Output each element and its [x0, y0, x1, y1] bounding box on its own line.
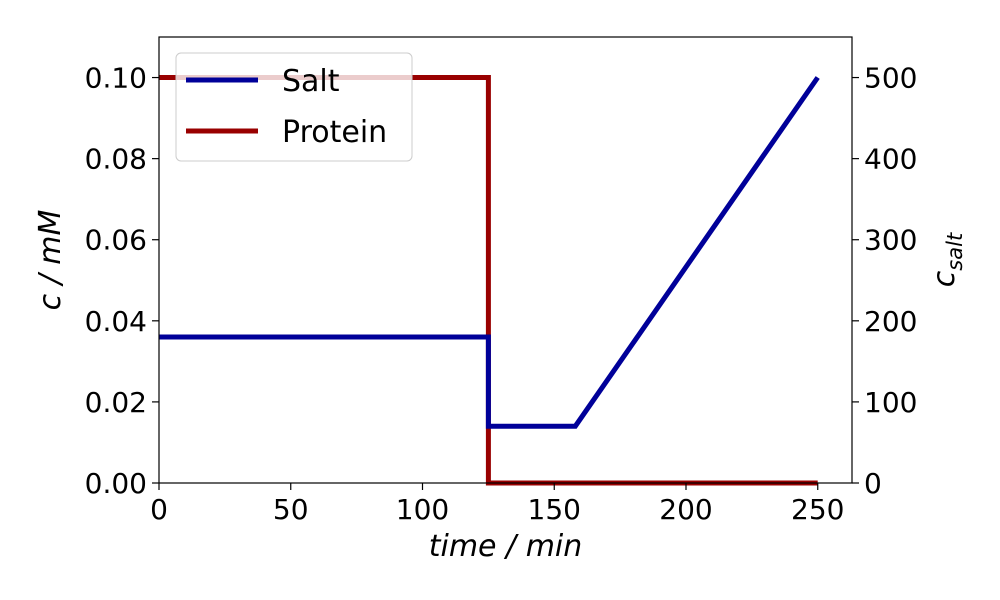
- legend-label-salt: Salt: [282, 64, 340, 99]
- y-right-tick-label: 500: [864, 62, 917, 95]
- y-right-tick-label: 300: [864, 224, 917, 257]
- y-right-axis-title: csalt: [927, 232, 967, 287]
- y-right-axis-title-subscript: salt: [943, 232, 967, 271]
- y-left-axis-title: c / mM: [33, 209, 68, 310]
- legend-label-protein: Protein: [282, 115, 387, 150]
- legend: Salt Protein: [175, 52, 413, 162]
- x-tick-label: 50: [273, 493, 309, 526]
- y-right-tick-label: 0: [864, 467, 882, 500]
- y-left-tick-label: 0.00: [85, 467, 147, 500]
- y-left-tick-label: 0.06: [85, 224, 147, 257]
- y-right-tick-label: 200: [864, 305, 917, 338]
- y-left-tick-label: 0.10: [85, 62, 147, 95]
- x-axis-title: time / min: [429, 529, 583, 564]
- x-tick-label: 150: [528, 493, 581, 526]
- x-tick-label: 100: [396, 493, 449, 526]
- x-tick-label: 200: [659, 493, 712, 526]
- y-left-tick-label: 0.02: [85, 386, 147, 419]
- y-left-tick-label: 0.08: [85, 143, 147, 176]
- y-right-axis-title-base: c: [927, 270, 962, 287]
- y-left-tick-label: 0.04: [85, 305, 147, 338]
- series-line-salt: [159, 76, 820, 429]
- y-right-tick-label: 400: [864, 143, 917, 176]
- ticks-layer: 0 50 100 150 200 250 0.00 0.02 0.04 0.06 0.08 0.10 0…: [85, 62, 918, 526]
- y-right-tick-label: 100: [864, 386, 917, 419]
- x-tick-label: 0: [150, 493, 168, 526]
- x-tick-label: 250: [791, 493, 844, 526]
- plot-frame: [158, 36, 853, 484]
